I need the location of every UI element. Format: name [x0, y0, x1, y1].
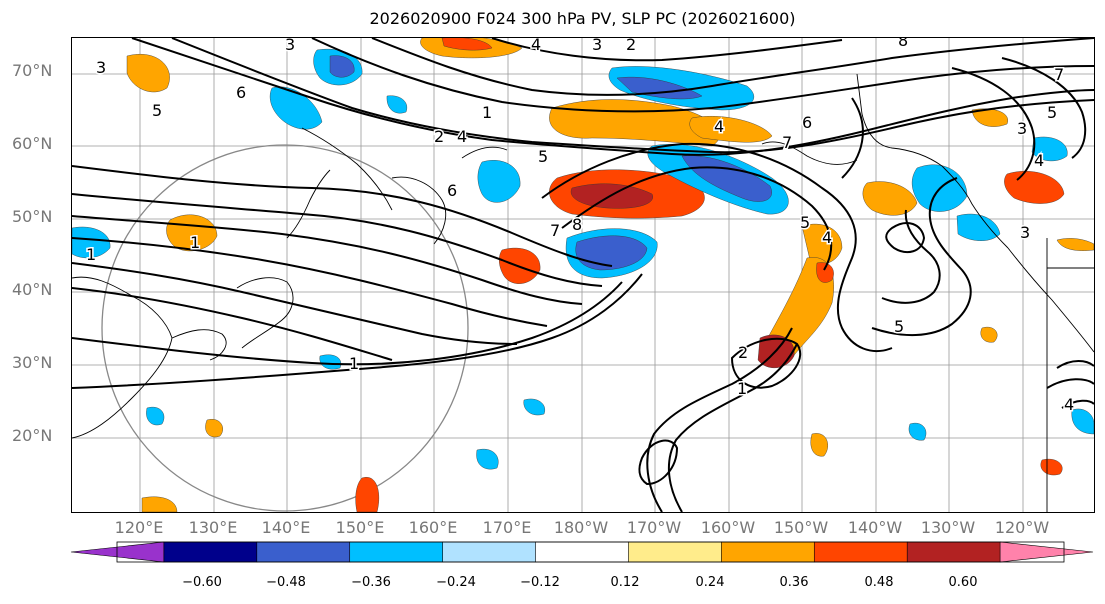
colorbar-cell — [442, 541, 537, 563]
contour-label: 5 — [894, 317, 904, 336]
colorbar-cell — [535, 541, 630, 563]
contour-label: 1 — [190, 233, 200, 252]
colorbar-tick: 0.60 — [948, 575, 978, 590]
colorbar-tick: −0.48 — [266, 575, 306, 590]
colorbar-tick: −0.60 — [182, 575, 222, 590]
contour-label: 2 — [738, 343, 748, 362]
map-panel: 3 3 4 3 2 6 8 7 5 6 1 2 4 5 6 4 7 5 3 4 … — [71, 37, 1095, 513]
contour-label: 7 — [782, 133, 792, 152]
contour-label: 4 — [714, 117, 724, 136]
colorbar-tick: −0.36 — [351, 575, 391, 590]
contour-label: 5 — [538, 147, 548, 166]
lon-label-130w: 130°W — [920, 518, 976, 537]
colorbar-cell — [999, 541, 1094, 563]
colorbar-cell — [163, 541, 258, 563]
lon-label-170w: 170°W — [626, 518, 682, 537]
contour-labels: 3 3 4 3 2 6 8 7 5 6 1 2 4 5 6 4 7 5 3 4 … — [85, 38, 1076, 416]
colorbar-cell — [70, 541, 165, 563]
contour-label: 5 — [1047, 103, 1057, 122]
colorbar — [70, 541, 1094, 563]
lat-label-70n: 70°N — [12, 61, 53, 80]
contour-label: 1 — [737, 379, 747, 398]
contour-label: 3 — [592, 38, 602, 54]
colorbar-cell — [906, 541, 1001, 563]
colorbar-cell — [628, 541, 723, 563]
contour-label: 7 — [1054, 65, 1064, 84]
lon-label-170e: 170°E — [482, 518, 532, 537]
contour-label: 1 — [349, 354, 359, 373]
coastlines — [72, 73, 1094, 512]
contour-label: 8 — [572, 215, 582, 234]
slp-contours — [72, 38, 1094, 512]
contour-label: 6 — [447, 181, 457, 200]
contour-label: 3 — [1017, 119, 1027, 138]
contour-label: 6 — [802, 113, 812, 132]
lon-label-150e: 150°E — [335, 518, 385, 537]
contour-label: 2 — [434, 127, 444, 146]
contour-label: 4 — [1034, 151, 1044, 170]
colorbar-tick: 0.36 — [779, 575, 809, 590]
contour-label: 1 — [86, 245, 96, 264]
lon-label-160e: 160°E — [408, 518, 458, 537]
contour-label: 1 — [482, 103, 492, 122]
contour-label: 5 — [800, 213, 810, 232]
contour-label: 4 — [822, 228, 832, 247]
lon-label-120w: 120°W — [994, 518, 1050, 537]
lon-label-140e: 140°E — [261, 518, 311, 537]
contour-label: 5 — [152, 101, 162, 120]
lon-label-120e: 120°E — [114, 518, 164, 537]
colorbar-cell — [256, 541, 351, 563]
contour-label: 3 — [96, 58, 106, 77]
contour-label: 4 — [1064, 395, 1074, 414]
colorbar-tick: −0.24 — [436, 575, 476, 590]
contour-label: 3 — [1020, 223, 1030, 242]
lon-label-150w: 150°W — [773, 518, 829, 537]
lon-label-140w: 140°W — [847, 518, 903, 537]
contour-label: 3 — [285, 38, 295, 54]
contour-label: 2 — [626, 38, 636, 54]
colorbar-cell — [721, 541, 816, 563]
lat-label-40n: 40°N — [12, 280, 53, 299]
colorbar-tick: 0.24 — [695, 575, 725, 590]
map-svg: 3 3 4 3 2 6 8 7 5 6 1 2 4 5 6 4 7 5 3 4 … — [72, 38, 1094, 512]
pv-anomaly-fills — [72, 38, 1094, 512]
colorbar-tick: 0.12 — [610, 575, 640, 590]
colorbar-tick: 0.48 — [864, 575, 894, 590]
lat-label-20n: 20°N — [12, 426, 53, 445]
colorbar-cell — [813, 541, 908, 563]
contour-label: 4 — [531, 38, 541, 54]
lon-label-130e: 130°E — [188, 518, 238, 537]
contour-label: 8 — [898, 38, 908, 50]
map-title: 2026020900 F024 300 hPa PV, SLP PC (2026… — [369, 9, 796, 28]
lon-label-160w: 160°W — [700, 518, 756, 537]
lat-label-50n: 50°N — [12, 207, 53, 226]
contour-label: 6 — [236, 83, 246, 102]
lon-label-180w: 180°W — [553, 518, 609, 537]
lat-label-30n: 30°N — [12, 353, 53, 372]
lat-label-60n: 60°N — [12, 134, 53, 153]
range-circle — [101, 144, 469, 512]
colorbar-tick: −0.12 — [520, 575, 560, 590]
contour-label: 4 — [457, 127, 467, 146]
colorbar-cell — [349, 541, 444, 563]
contour-label: 7 — [550, 221, 560, 240]
